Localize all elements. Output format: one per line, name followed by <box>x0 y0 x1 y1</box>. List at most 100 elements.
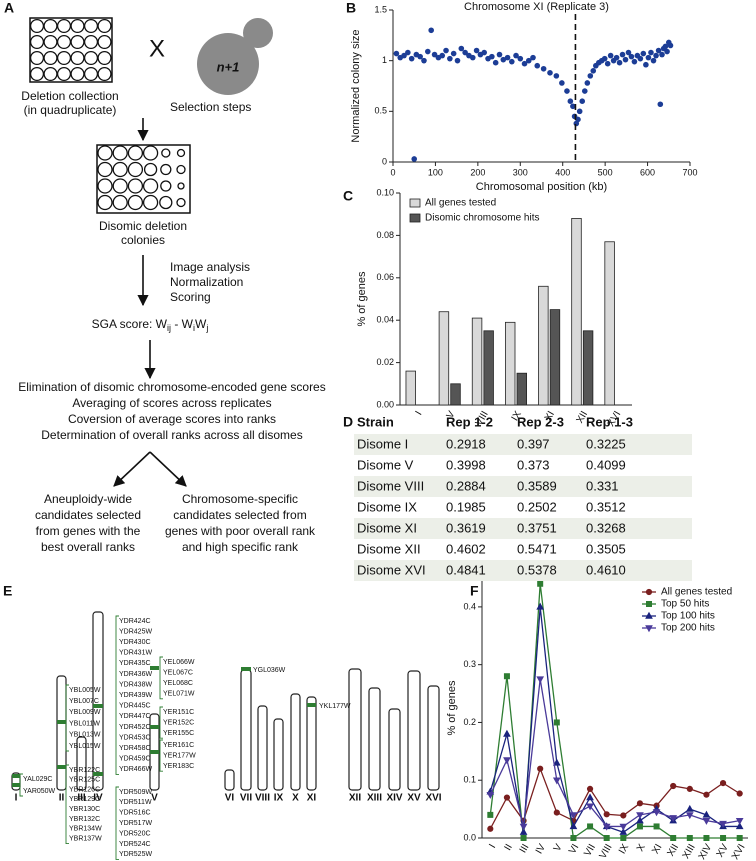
gene-label: YDR511W <box>119 799 152 806</box>
chromosome-label: VI <box>225 793 235 804</box>
gene-mark <box>12 783 20 787</box>
x-tick-label: 500 <box>598 167 613 177</box>
x-tick-label: XII <box>665 842 681 858</box>
bar <box>504 321 516 406</box>
data-point <box>519 827 528 835</box>
data-line <box>489 679 740 828</box>
flow-text: Averaging of scores across replicates <box>72 396 271 410</box>
data-point <box>411 156 418 162</box>
data-point <box>622 56 629 63</box>
table-cell: Disome XII <box>357 541 421 556</box>
colony <box>56 34 72 50</box>
data-point <box>503 757 511 765</box>
gene-label: YER151C <box>163 709 194 716</box>
data-point <box>601 55 608 62</box>
gene-bracket <box>19 773 23 797</box>
data-point <box>447 55 453 62</box>
colony <box>97 50 112 66</box>
colony <box>70 34 85 50</box>
data-point <box>670 782 677 790</box>
bar <box>549 309 561 406</box>
data-point <box>645 611 653 619</box>
data-point <box>662 43 669 50</box>
data-point <box>636 800 644 807</box>
gene-label: YBR126C <box>69 786 100 793</box>
colony <box>97 18 112 34</box>
table-cell: 0.2884 <box>446 478 486 493</box>
gene-bracket <box>65 764 69 845</box>
colony <box>83 50 99 66</box>
data-point <box>567 98 574 104</box>
chromosome-label: XI <box>307 793 317 804</box>
bar <box>471 317 483 406</box>
chromosome <box>56 675 67 791</box>
y-axis-label: Normalized colony size <box>350 29 362 142</box>
colony <box>43 66 58 82</box>
x-tick-label: VIII <box>598 842 615 861</box>
gene-label: YGL036W <box>253 667 286 674</box>
data-point <box>569 822 578 830</box>
bar <box>483 330 494 406</box>
colony <box>127 194 144 211</box>
gene-mark <box>150 725 159 729</box>
x-tick-label: II <box>503 842 515 852</box>
data-point <box>439 52 446 59</box>
data-point <box>424 48 431 55</box>
x-tick-label: VII <box>582 842 598 858</box>
data-point <box>619 827 628 835</box>
data-point <box>564 88 570 94</box>
gene-label: YBL015W <box>69 743 101 750</box>
chromosome-label: XII <box>349 793 361 804</box>
data-point <box>537 580 544 587</box>
colony <box>29 18 45 34</box>
colony <box>142 194 159 211</box>
data-point <box>625 49 632 56</box>
colony <box>70 50 85 66</box>
flow-text: Deletion collection <box>21 89 118 103</box>
chromosome <box>427 685 440 791</box>
colony <box>56 18 72 34</box>
x-tick-label: V <box>445 409 458 421</box>
colony <box>83 34 99 50</box>
data-point <box>547 70 553 76</box>
data-point <box>616 59 623 66</box>
table-cell: 0.5471 <box>517 541 557 556</box>
data-point <box>646 601 652 607</box>
data-point <box>487 825 494 832</box>
chromosome-label: XIII <box>367 793 382 804</box>
x-tick-label: I <box>414 409 425 417</box>
x-tick-label: 700 <box>682 167 697 177</box>
bar <box>450 383 461 406</box>
flow-text: Elimination of disomic chromosome-encode… <box>18 380 325 394</box>
gene-mark <box>150 666 159 670</box>
data-point <box>664 48 670 55</box>
chromosome-label: III <box>77 793 86 804</box>
table-cell: Disome V <box>357 457 414 472</box>
gene-label: YBR129C <box>69 796 100 803</box>
data-point <box>553 73 560 79</box>
data-point <box>521 60 528 67</box>
gene-bracket <box>159 656 163 700</box>
gene-label: YDR445C <box>119 703 151 710</box>
data-point <box>620 812 627 819</box>
legend-swatch <box>409 213 421 223</box>
table-cell: Disome IX <box>357 499 417 514</box>
data-point <box>537 765 544 772</box>
colony <box>112 161 128 178</box>
table-cell: 0.4841 <box>446 562 486 577</box>
data-point <box>443 47 449 54</box>
row-shade <box>354 518 692 539</box>
x-tick-label: 400 <box>555 167 570 177</box>
data-point <box>603 811 610 818</box>
colony <box>112 194 128 211</box>
colony <box>43 34 58 50</box>
table-cell: Disome XI <box>357 520 417 535</box>
data-point <box>428 27 434 34</box>
table-cell: 0.4602 <box>446 541 486 556</box>
table-cell: Disome I <box>357 436 408 451</box>
x-tick-label: XI <box>650 842 664 856</box>
chromosome-label: XVI <box>425 793 441 804</box>
table-cell: 0.2918 <box>446 436 486 451</box>
table-cell: 0.5378 <box>517 562 557 577</box>
x-tick-label: IX <box>617 842 631 856</box>
